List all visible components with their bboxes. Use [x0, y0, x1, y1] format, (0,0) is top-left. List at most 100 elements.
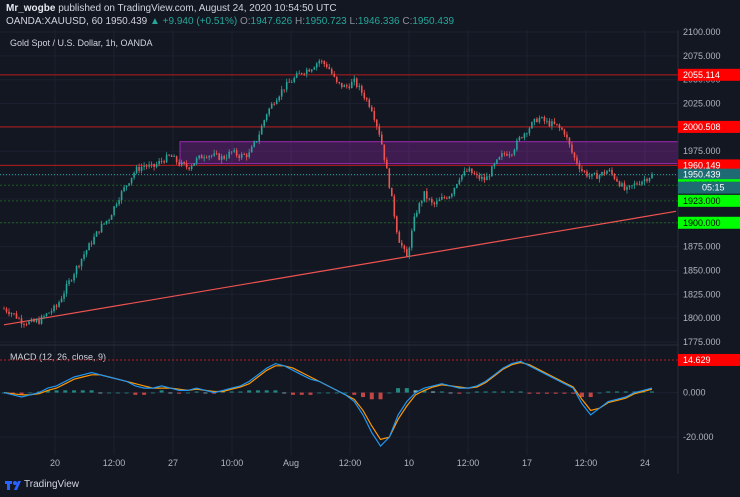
macd-histogram-bar — [159, 390, 164, 393]
candle-body — [290, 82, 293, 83]
symbol-label[interactable]: OANDA:XAUUSD, 60 — [6, 16, 103, 27]
candle-body — [93, 236, 95, 245]
candle-body — [188, 167, 190, 170]
candle-body — [390, 187, 393, 197]
candle-body — [48, 312, 50, 314]
level-label-bg — [678, 159, 740, 172]
time-tick-label: 24 — [640, 458, 650, 468]
macd-histogram-bar — [483, 391, 488, 393]
candle-body — [606, 171, 608, 174]
publish-info: Mr_wogbe published on TradingView.com, A… — [6, 3, 337, 14]
candle-body — [265, 114, 268, 121]
candle-body — [591, 173, 593, 177]
price-tick-label: 2100.000 — [683, 27, 721, 37]
price-tick-label: 1825.000 — [683, 289, 721, 299]
candle-body — [380, 134, 383, 145]
tradingview-brand[interactable]: TradingView — [24, 479, 80, 490]
candle-body — [325, 64, 328, 68]
macd-histogram-bar — [378, 392, 383, 400]
candle-body — [150, 163, 153, 165]
candle-body — [443, 197, 446, 198]
close-label: C: — [402, 16, 413, 27]
chart-canvas[interactable]: Gold Spot / U.S. Dollar, 1h, OANDA MACD … — [0, 0, 740, 474]
candle-body — [558, 124, 561, 128]
candle-body — [283, 89, 286, 91]
candle-body — [451, 193, 453, 197]
candle-body — [603, 172, 606, 174]
candle-body — [383, 144, 386, 160]
tradingview-logo-icon — [5, 481, 21, 490]
candle-body — [608, 169, 611, 172]
candle-body — [178, 162, 180, 166]
macd-histogram-bar — [63, 390, 68, 393]
candle-body — [631, 185, 633, 187]
macd-histogram-bar — [203, 392, 208, 394]
candle-body — [193, 163, 195, 166]
candle-body — [411, 230, 413, 248]
candle-body — [633, 183, 636, 186]
price-tick-label: 1975.000 — [683, 146, 721, 156]
candle-body — [155, 164, 158, 167]
macd-histogram-bar — [369, 392, 374, 400]
macd-histogram-bar — [124, 392, 129, 394]
macd-histogram-bar — [614, 391, 619, 393]
candle-body — [88, 243, 90, 251]
time-tick-label: 12:00 — [457, 458, 480, 468]
candle-body — [348, 86, 351, 89]
candle-body — [636, 183, 638, 185]
candle-body — [240, 154, 243, 158]
candle-body — [195, 158, 198, 164]
candle-body — [275, 100, 278, 105]
candle-body — [396, 216, 398, 233]
macd-histogram-bar — [588, 392, 593, 398]
candle-body — [518, 137, 521, 141]
level-label-bg — [678, 168, 740, 181]
candle-body — [473, 173, 476, 175]
candle-body — [498, 156, 501, 160]
candle-body — [203, 157, 205, 159]
author-name[interactable]: Mr_wogbe — [6, 3, 56, 14]
macd-histogram-bar — [492, 391, 497, 393]
candle-body — [285, 81, 288, 90]
macd-histogram-bar — [150, 392, 155, 394]
candle-body — [488, 176, 491, 178]
time-tick-label: 27 — [168, 458, 178, 468]
candle-body — [426, 191, 428, 199]
candle-body — [598, 175, 601, 179]
candle-body — [511, 154, 513, 156]
candle-body — [360, 85, 363, 93]
level-label-bg — [678, 68, 740, 81]
candle-body — [335, 76, 338, 82]
candle-body — [438, 199, 441, 202]
trendline[interactable] — [3, 210, 677, 326]
price-axis-bg — [678, 30, 740, 474]
candle-body — [15, 313, 18, 319]
candle-body — [320, 60, 323, 62]
candle-body — [423, 191, 426, 202]
time-tick-label: 10 — [404, 458, 414, 468]
candle-body — [588, 176, 591, 178]
candle-body — [175, 156, 178, 163]
macd-histogram-bar — [623, 391, 628, 393]
high-value: 1950.723 — [305, 16, 347, 27]
candle-body — [526, 133, 528, 135]
candle-body — [403, 245, 406, 250]
macd-histogram-bar — [404, 388, 409, 393]
candle-body — [270, 103, 273, 109]
candle-body — [305, 69, 308, 74]
candle-body — [418, 203, 421, 213]
candle-body — [85, 250, 88, 255]
candle-body — [228, 151, 230, 158]
candle-body — [253, 141, 255, 147]
price-axis[interactable]: 2100.0002075.0002050.0002025.0002000.000… — [677, 27, 740, 474]
candle-body — [45, 313, 48, 316]
candle-body — [208, 155, 210, 158]
candle-body — [413, 216, 416, 231]
macd-histogram-bar — [571, 392, 576, 394]
macd-histogram-bar — [247, 390, 252, 393]
candle-body — [58, 302, 60, 307]
candle-body — [546, 120, 548, 122]
macd-histogram-bar — [518, 391, 523, 393]
candle-body — [233, 150, 235, 152]
time-axis[interactable]: 20 12:00 27 10:00 Aug 12:00 10 12:00 17 12:00 24 — [50, 458, 650, 468]
